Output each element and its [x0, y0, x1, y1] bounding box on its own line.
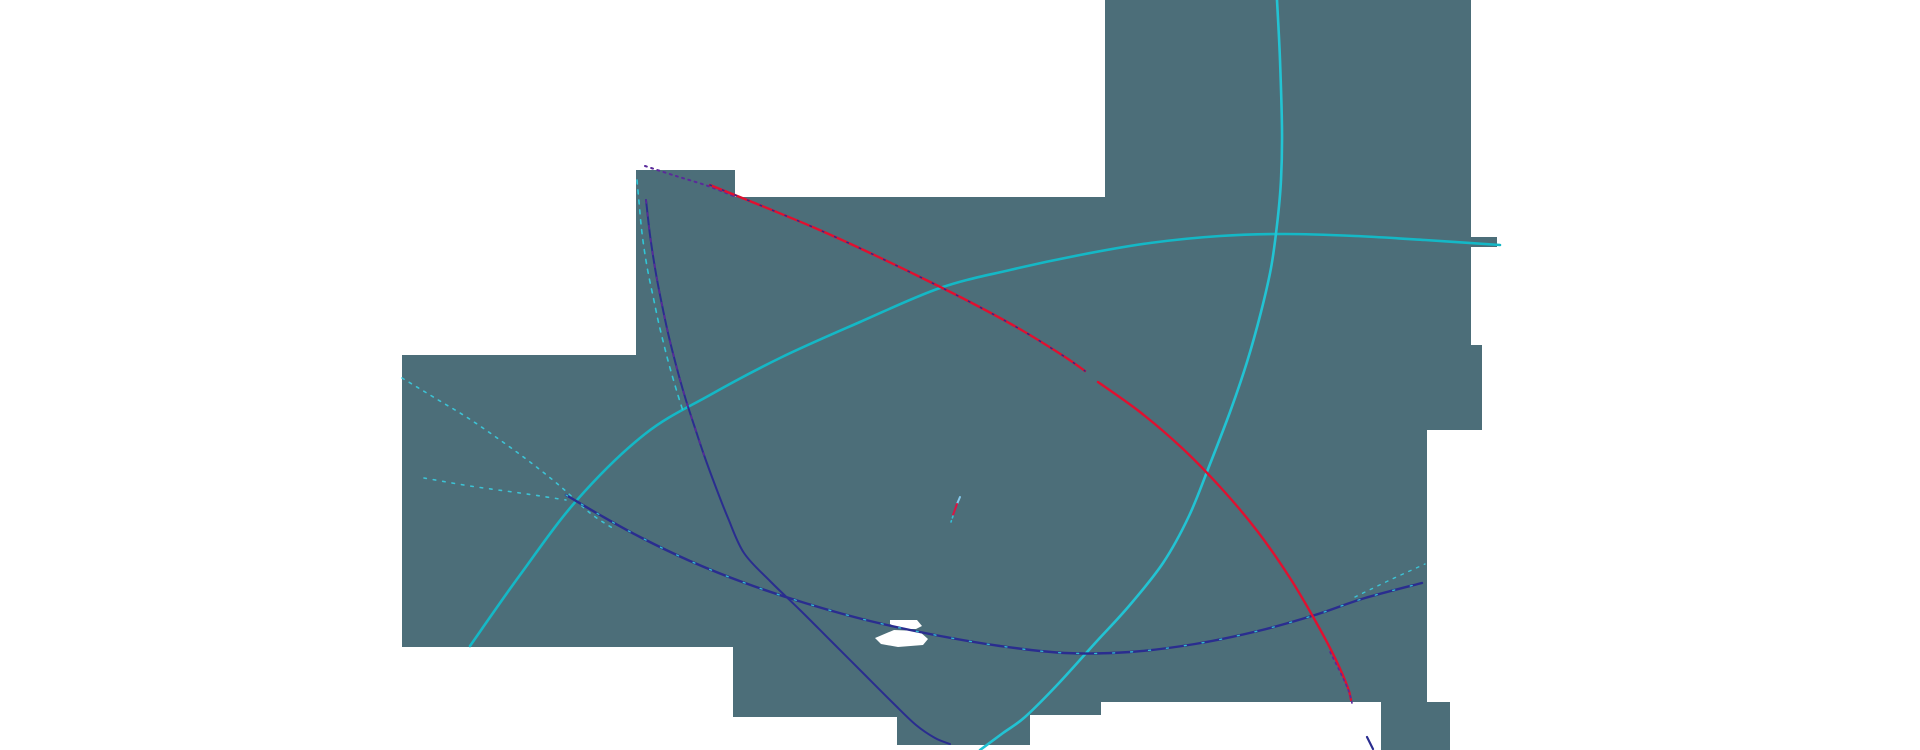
orbit-purple-dotted-start	[644, 165, 737, 198]
render-panel-left-block	[402, 355, 636, 647]
orbit-teal-major	[468, 232, 1502, 648]
mini-orbit-marker-top	[956, 496, 961, 505]
render-panel-col-c	[897, 430, 1030, 745]
orbit-corridor-purple-dashes	[645, 199, 705, 456]
mini-orbit-marker-mid	[952, 503, 958, 516]
render-panel-upper-step	[636, 170, 735, 197]
orbit-red-navy-specks	[709, 184, 1086, 372]
render-panel-arc-tail-strip	[1471, 237, 1497, 247]
render-panel-col-b	[733, 430, 897, 717]
render-panel-top-right	[1105, 0, 1471, 197]
orbit-red-segment-b	[1096, 380, 1353, 702]
render-panel-col-a	[636, 430, 733, 647]
orbit-navy-bottom	[564, 493, 1424, 655]
render-panel-col-e	[1101, 430, 1427, 702]
orbit-purple-dotted-end	[1329, 651, 1353, 704]
render-panel-right-bump	[1471, 345, 1482, 430]
render-panel-central	[636, 197, 1471, 430]
orbit-teal-dashed-left	[401, 377, 615, 530]
white-marker-blob-lower	[875, 630, 928, 647]
orbit-cyan-diverging-dashes	[1354, 563, 1426, 598]
render-panel-col-d	[1030, 430, 1101, 715]
trajectory-tick-bottom-right	[1365, 735, 1375, 750]
orbit-cyan-vertical	[978, 0, 1284, 750]
mini-orbit-marker-bottom	[950, 515, 954, 523]
orbit-teal-dashed-flat	[423, 477, 567, 501]
render-panel-bottom-right	[1381, 702, 1450, 750]
